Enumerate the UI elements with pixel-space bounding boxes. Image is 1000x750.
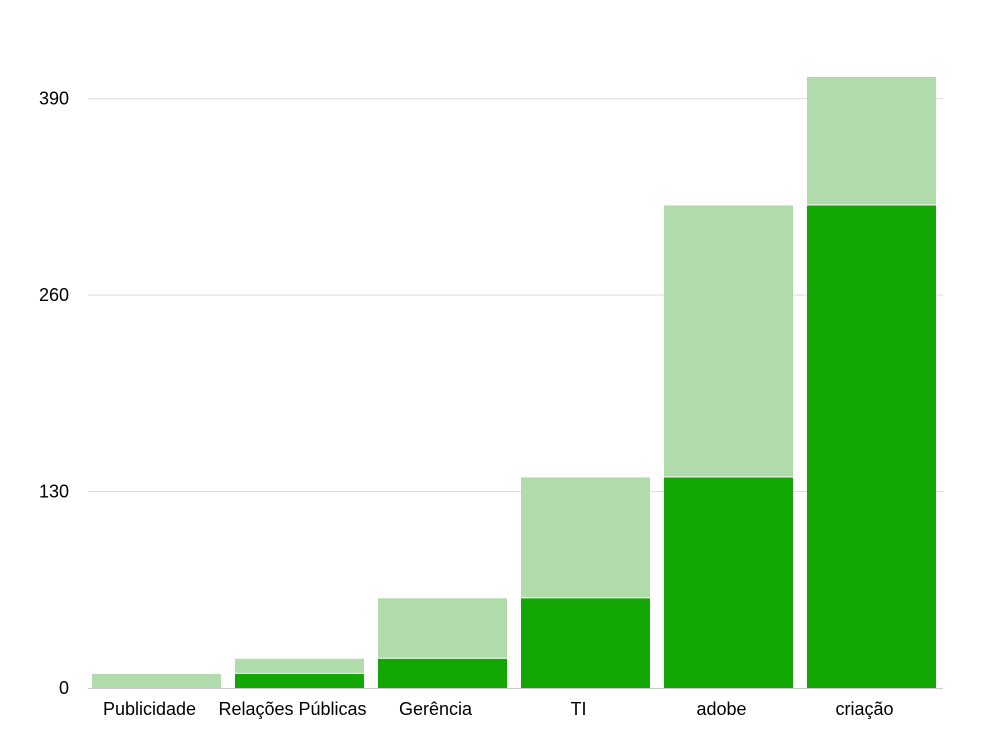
bar-segment-series-1: [378, 598, 507, 658]
x-axis: Publicidade Relações Públicas Gerência TI ad…: [88, 688, 943, 719]
y-tick-label: 390: [39, 89, 69, 109]
bar-segment-series-0: [378, 658, 507, 688]
y-axis: 0 130 260 390: [39, 89, 69, 698]
bar-segment-series-0: [807, 205, 936, 688]
x-category-label: TI: [571, 699, 587, 719]
x-category-label: criação: [835, 699, 893, 719]
bar-segment-series-0: [521, 598, 650, 688]
bar-segment-series-1: [92, 673, 221, 688]
bar-segment-series-1: [521, 477, 650, 598]
x-category-label: Relações Públicas: [218, 699, 366, 719]
y-tick-label: 260: [39, 285, 69, 305]
bar-segment-series-0: [664, 477, 793, 688]
bar-segment-series-1: [235, 658, 364, 673]
bars: [92, 77, 936, 688]
y-tick-label: 0: [59, 678, 69, 698]
x-category-label: Publicidade: [103, 699, 196, 719]
bar-segment-series-1: [807, 77, 936, 205]
gridlines: [88, 98, 943, 493]
bar-segment-series-0: [235, 673, 364, 688]
y-tick-label: 130: [39, 482, 69, 502]
x-category-label: adobe: [696, 699, 746, 719]
x-category-label: Gerência: [399, 699, 473, 719]
bar-segment-series-1: [664, 205, 793, 477]
